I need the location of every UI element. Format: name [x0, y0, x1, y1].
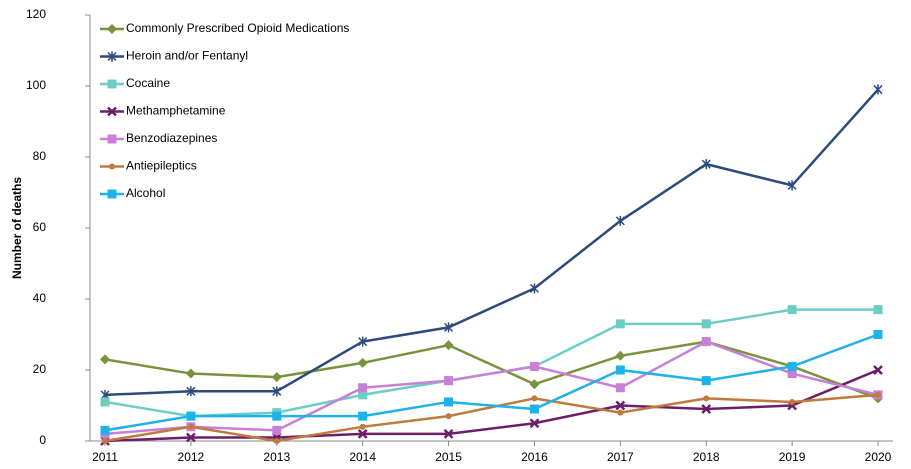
marker: [358, 383, 368, 393]
y-axis-title: Number of deaths: [10, 177, 24, 279]
x-tick-label: 2013: [263, 450, 290, 464]
x-tick-label: 2012: [178, 450, 205, 464]
marker: [443, 429, 454, 439]
marker: [615, 215, 625, 226]
legend-marker: [107, 134, 117, 144]
marker: [529, 418, 540, 429]
legend-label: Alcohol: [126, 186, 165, 200]
marker: [875, 391, 881, 398]
series-line: [104, 393, 879, 443]
marker: [615, 365, 625, 375]
marker: [444, 397, 454, 407]
legend-label: Benzodiazepines: [126, 131, 217, 145]
marker: [445, 413, 452, 420]
marker: [100, 425, 110, 435]
marker: [787, 180, 797, 191]
x-tick-label: 2015: [435, 450, 462, 464]
legend-label: Commonly Prescribed Opioid Medications: [126, 21, 349, 35]
legend-label: Cocaine: [126, 76, 170, 90]
series-line: [104, 340, 879, 400]
marker: [701, 337, 711, 347]
marker: [873, 330, 883, 339]
y-tick-label: 120: [26, 7, 46, 21]
x-tick-label: 2014: [349, 450, 376, 464]
x-tick-label: 2017: [607, 450, 634, 464]
marker: [273, 438, 280, 444]
marker: [186, 386, 196, 397]
marker: [529, 361, 539, 371]
marker: [787, 305, 797, 315]
y-tick-label: 60: [33, 220, 47, 234]
marker: [271, 372, 282, 383]
marker: [444, 322, 454, 333]
marker: [272, 411, 282, 421]
marker: [615, 400, 626, 411]
marker: [272, 386, 282, 397]
marker: [615, 319, 625, 329]
marker: [787, 369, 797, 379]
marker: [358, 411, 368, 421]
marker: [358, 390, 368, 400]
marker: [615, 383, 625, 393]
marker: [703, 395, 710, 402]
legend-marker: [107, 24, 117, 34]
series-line: [104, 368, 879, 443]
legend-marker: [109, 163, 115, 170]
series-line: [104, 88, 879, 397]
marker: [873, 365, 883, 375]
legend-marker: [107, 51, 117, 62]
marker: [100, 354, 110, 365]
marker: [529, 404, 539, 414]
y-tick-label: 80: [33, 149, 47, 163]
marker: [529, 379, 540, 390]
legend-label: Methamphetamine: [126, 104, 226, 118]
marker: [443, 340, 454, 351]
marker: [701, 159, 711, 170]
marker: [102, 438, 108, 444]
y-tick-label: 40: [33, 291, 47, 305]
marker: [185, 368, 196, 379]
legend-label: Heroin and/or Fentanyl: [126, 49, 248, 63]
marker: [873, 305, 883, 315]
marker: [873, 84, 883, 95]
x-tick-label: 2019: [779, 450, 806, 464]
x-tick-label: 2018: [693, 450, 720, 464]
marker: [100, 397, 110, 407]
x-tick-label: 2020: [865, 450, 892, 464]
y-tick-label: 20: [33, 362, 47, 376]
marker: [617, 409, 624, 416]
marker: [444, 376, 454, 386]
marker: [357, 429, 368, 439]
marker: [272, 425, 282, 435]
x-tick-label: 2011: [92, 450, 118, 464]
marker: [187, 423, 194, 430]
marker: [701, 376, 711, 386]
marker: [701, 404, 712, 414]
marker: [529, 283, 539, 294]
y-tick-label: 100: [26, 78, 46, 92]
marker: [358, 336, 368, 347]
marker: [531, 395, 538, 402]
marker: [701, 319, 711, 329]
legend-label: Antiepileptics: [126, 159, 197, 173]
y-tick-label: 0: [39, 433, 46, 447]
series-line: [104, 333, 879, 432]
legend-marker: [107, 189, 117, 199]
marker: [787, 361, 797, 371]
legend-marker: [107, 79, 117, 89]
marker: [615, 350, 626, 361]
legend-marker: [107, 106, 117, 117]
marker: [789, 398, 796, 405]
marker: [357, 357, 368, 368]
x-tick-label: 2016: [521, 450, 548, 464]
series-line: [104, 340, 879, 436]
marker: [186, 432, 196, 443]
marker: [359, 423, 366, 430]
marker: [186, 411, 196, 421]
